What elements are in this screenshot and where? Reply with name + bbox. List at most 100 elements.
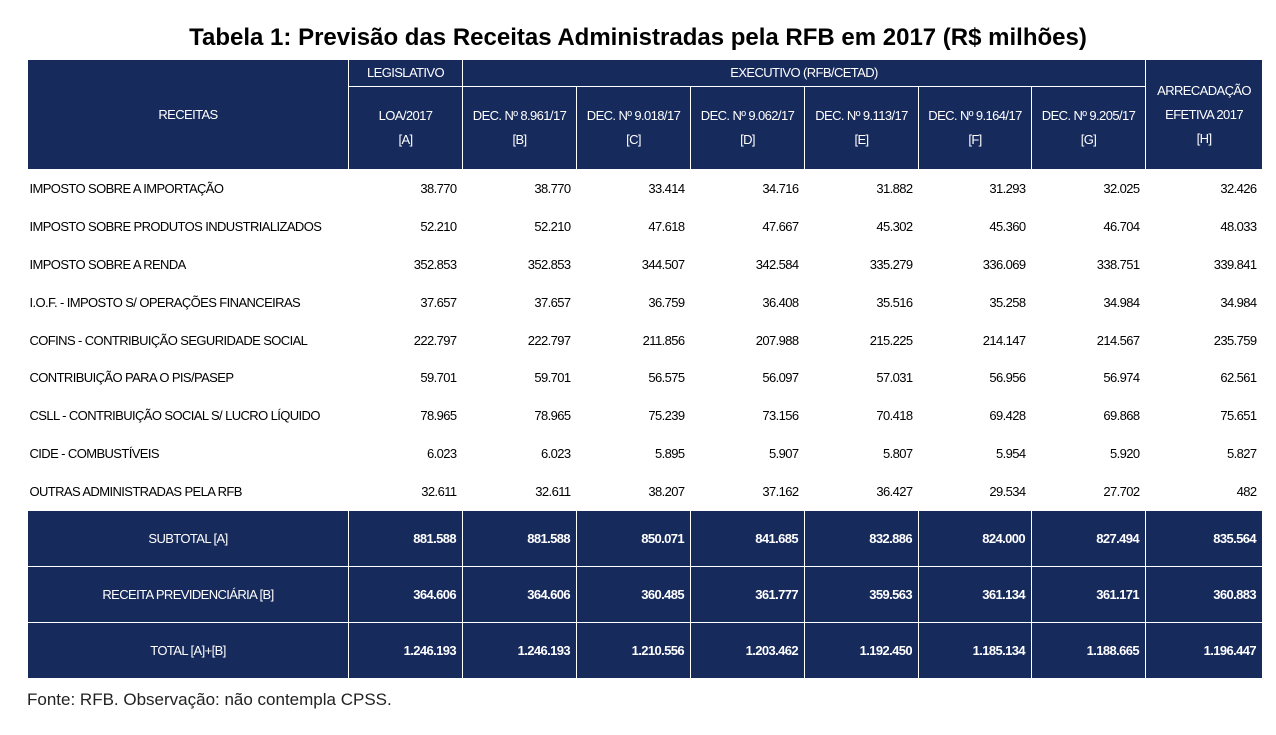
value-cell: 222.797 (413, 332, 457, 348)
value-cell: 352.853 (527, 256, 571, 272)
header-cell: DEC. Nº 8.961/17 [B] (462, 86, 577, 170)
value-cell: 35.516 (876, 294, 913, 310)
row-label: CIDE - COMBUSTÍVEIS (29, 445, 160, 461)
value-cell: 69.868 (1103, 408, 1140, 424)
header-line: DEC. Nº 9.018/17 (586, 108, 681, 123)
header-line: LOA/2017 (378, 108, 433, 123)
value-cell: 1.203.462 (690, 622, 805, 680)
row-label: IMPOSTO SOBRE A IMPORTAÇÃO (29, 181, 225, 197)
value-cell: 1.196.447 (1145, 622, 1264, 680)
value-cell: 37.657 (534, 294, 571, 310)
value-cell: 29.534 (989, 483, 1026, 499)
row-label: CONTRIBUIÇÃO PARA O PIS/PASEP (29, 370, 235, 386)
value-cell: 336.069 (982, 256, 1026, 272)
table-row: IMPOSTO SOBRE PRODUTOS INDUSTRIALIZADOS 5… (28, 208, 1263, 246)
value-cell: 1.210.556 (576, 622, 691, 680)
header-line: [H] (1196, 130, 1212, 146)
value-cell: 57.031 (876, 370, 913, 386)
value-cell: 46.704 (1103, 219, 1140, 235)
header-line: [A] (398, 132, 413, 147)
value-cell: 364.606 (348, 566, 463, 624)
value-cell: 47.618 (648, 219, 685, 235)
value-cell: 211.856 (642, 332, 685, 348)
value-cell: 335.279 (869, 256, 913, 272)
value-cell: 361.171 (1030, 566, 1147, 624)
row-label: SUBTOTAL [A] (27, 510, 349, 568)
value-cell: 5.954 (995, 445, 1026, 461)
table-head: RECEITAS LEGISLATIVO EXECUTIVO (RFB/CETAD)… (27, 59, 1264, 170)
value-cell: 32.611 (421, 483, 457, 499)
header-line: [B] (512, 132, 527, 147)
value-cell: 69.428 (989, 408, 1026, 424)
header-cell: DEC. Nº 9.113/17 [E] (804, 86, 919, 170)
value-cell: 824.000 (918, 510, 1032, 568)
value-cell: 34.984 (1220, 294, 1257, 310)
value-cell: 342.584 (755, 256, 799, 272)
header-line: DEC. Nº 8.961/17 (472, 108, 567, 123)
value-cell: 31.882 (876, 181, 913, 197)
header-cell: LOA/2017 [A] (348, 86, 463, 170)
value-cell: 1.188.665 (1030, 622, 1147, 680)
header-cell: LEGISLATIVO (348, 59, 463, 87)
header-cell: ARRECADAÇÃO EFETIVA 2017 [H] (1145, 59, 1264, 170)
value-cell: 37.657 (420, 294, 457, 310)
value-cell: 360.485 (576, 566, 691, 624)
value-cell: 364.606 (462, 566, 577, 624)
value-cell: 34.716 (762, 181, 799, 197)
value-cell: 352.853 (413, 256, 457, 272)
value-cell: 207.988 (755, 332, 799, 348)
table-totals: SUBTOTAL [A] 881.588 881.588 850.071 841.685… (27, 510, 1264, 680)
value-cell: 38.207 (648, 483, 685, 499)
value-cell: 881.588 (348, 510, 463, 568)
value-cell: 359.563 (804, 566, 919, 624)
row-label: COFINS - CONTRIBUIÇÃO SEGURIDADE SOCIAL (29, 332, 308, 348)
value-cell: 56.974 (1103, 370, 1140, 386)
value-cell: 5.827 (1227, 445, 1257, 461)
value-cell: 35.258 (989, 294, 1026, 310)
header-line: DEC. Nº 9.113/17 (815, 108, 908, 123)
value-cell: 75.651 (1220, 408, 1257, 424)
value-cell: 482 (1236, 483, 1257, 499)
header-line: [C] (626, 132, 641, 147)
value-cell: 31.293 (989, 181, 1026, 197)
value-cell: 5.807 (882, 445, 913, 461)
table-row: IMPOSTO SOBRE A IMPORTAÇÃO 38.770 38.770 33… (28, 170, 1263, 208)
header-cell: EXECUTIVO (RFB/CETAD) (461, 59, 1147, 87)
header-line: DEC. Nº 9.164/17 (928, 108, 1022, 123)
row-label: OUTRAS ADMINISTRADAS PELA RFB (29, 483, 243, 499)
value-cell: 38.770 (534, 181, 571, 197)
header-cell: DEC. Nº 9.062/17 [D] (690, 86, 805, 170)
table-body: IMPOSTO SOBRE A IMPORTAÇÃO 38.770 38.770 33… (28, 170, 1263, 511)
table-row: RECEITA PREVIDENCIÁRIA [B] 364.606 364.606… (27, 566, 1264, 624)
row-label: TOTAL [A]+[B] (27, 622, 349, 680)
value-cell: 75.239 (648, 408, 685, 424)
value-cell: 34.984 (1103, 294, 1140, 310)
table-row: IMPOSTO SOBRE A RENDA 352.853 352.853 344.5… (28, 246, 1263, 284)
value-cell: 5.920 (1110, 445, 1140, 461)
value-cell: 59.701 (420, 370, 457, 386)
header-cell: DEC. Nº 9.018/17 [C] (576, 86, 691, 170)
table-row: CSLL - CONTRIBUIÇÃO SOCIAL S/ LUCRO LÍQU… (28, 397, 1263, 435)
value-cell: 1.246.193 (348, 622, 463, 680)
table-row: SUBTOTAL [A] 881.588 881.588 850.071 841.685… (27, 510, 1264, 568)
value-cell: 73.156 (762, 408, 799, 424)
value-cell: 32.611 (535, 483, 571, 499)
value-cell: 36.427 (876, 483, 913, 499)
value-cell: 78.965 (420, 408, 457, 424)
value-cell: 235.759 (1213, 332, 1257, 348)
value-cell: 214.147 (982, 332, 1026, 348)
header-line: [E] (854, 132, 869, 147)
value-cell: 59.701 (534, 370, 571, 386)
header-line: DEC. Nº 9.062/17 (700, 108, 795, 123)
value-cell: 339.841 (1213, 256, 1257, 272)
table-row: TOTAL [A]+[B] 1.246.193 1.246.193 1.210.556… (27, 622, 1264, 680)
value-cell: 827.494 (1030, 510, 1147, 568)
value-cell: 841.685 (690, 510, 805, 568)
header-line: ARRECADAÇÃO (1157, 82, 1251, 98)
value-cell: 361.777 (690, 566, 805, 624)
value-cell: 45.360 (989, 219, 1026, 235)
value-cell: 215.225 (869, 332, 913, 348)
row-label: IMPOSTO SOBRE PRODUTOS INDUSTRIALIZADOS (29, 219, 322, 235)
value-cell: 361.134 (918, 566, 1032, 624)
value-cell: 52.210 (534, 219, 571, 235)
